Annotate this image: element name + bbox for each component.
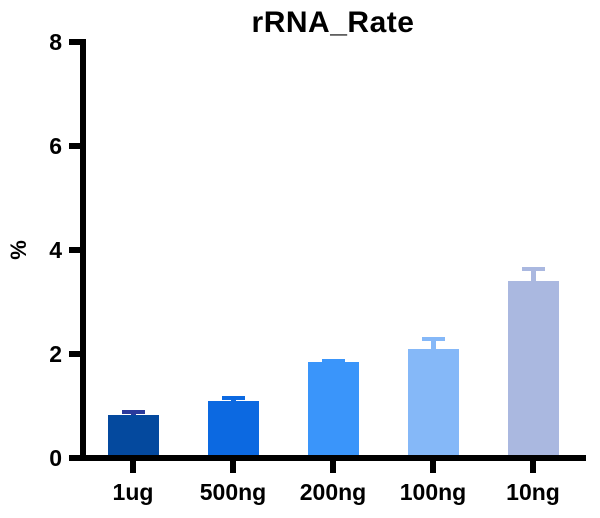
y-tick-label: 6 (49, 133, 62, 159)
y-tick-label: 4 (49, 237, 62, 263)
error-bar-cap (422, 337, 445, 342)
x-axis-tick (130, 461, 136, 473)
y-tick-label: 8 (49, 29, 62, 55)
y-axis-tick (69, 143, 80, 149)
error-bar-cap (322, 359, 345, 364)
x-axis-tick (430, 461, 436, 473)
y-axis-tick (69, 351, 80, 357)
error-bar-cap (522, 267, 545, 272)
x-tick-label: 10ng (506, 479, 560, 505)
x-tick-label: 500ng (199, 479, 267, 505)
y-tick-label: 0 (49, 445, 62, 471)
bar (108, 415, 159, 458)
error-bar-cap (122, 410, 145, 415)
y-tick-label: 2 (49, 341, 62, 367)
x-tick-label: 200ng (299, 479, 367, 505)
error-bar-stem (531, 267, 536, 282)
bar (508, 281, 559, 458)
y-axis-line (80, 39, 86, 461)
bar (408, 348, 459, 458)
error-bar-cap (222, 396, 245, 401)
x-axis-line (80, 455, 586, 461)
x-axis-tick (230, 461, 236, 473)
x-axis-tick (530, 461, 536, 473)
bar (308, 362, 359, 458)
bar (208, 400, 259, 458)
x-tick-label: 100ng (399, 479, 467, 505)
x-axis-tick (330, 461, 336, 473)
y-axis-tick (69, 247, 80, 253)
error-bar-stem (431, 337, 436, 349)
y-axis-tick (69, 455, 80, 461)
chart-title: rRNA_Rate (251, 6, 415, 39)
y-axis-tick (69, 39, 80, 45)
x-tick-label: 1ug (112, 479, 154, 505)
